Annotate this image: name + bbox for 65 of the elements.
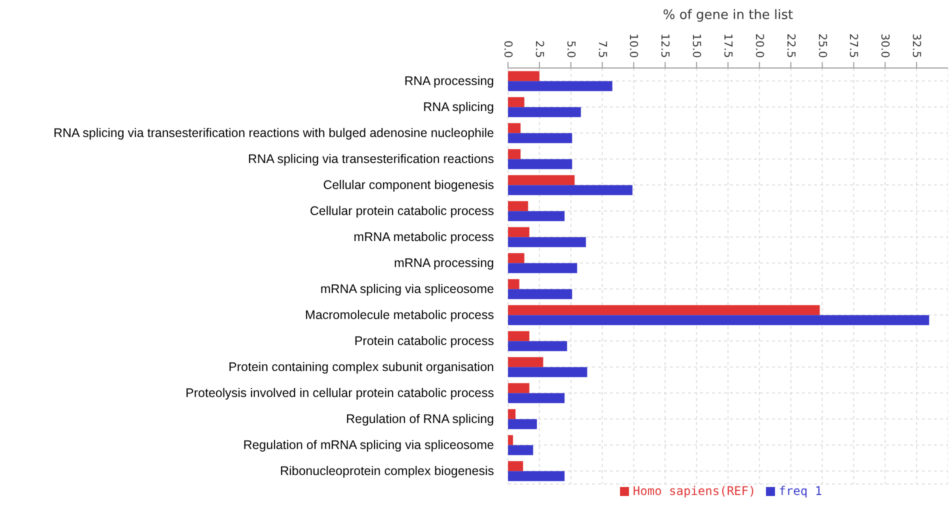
- bar: [508, 123, 521, 134]
- x-tick-label: 10.0: [627, 34, 640, 58]
- y-tick-label: mRNA processing: [394, 256, 494, 270]
- y-tick-label: mRNA metabolic process: [354, 230, 494, 244]
- y-tick-label: Macromolecule metabolic process: [305, 308, 494, 322]
- bar: [508, 263, 578, 274]
- x-tick-label: 5.0: [564, 40, 578, 58]
- bar: [508, 175, 575, 186]
- y-tick-label: Regulation of mRNA splicing via spliceosome: [243, 438, 494, 452]
- y-tick-label: RNA splicing via transesterification reactions with bulged adenosine nucleophile: [53, 126, 494, 140]
- bar: [508, 471, 565, 482]
- y-tick-label: Protein containing complex subunit organisation: [228, 360, 494, 374]
- x-tick-label: 0.0: [502, 40, 514, 58]
- y-tick-label: Cellular component biogenesis: [323, 178, 494, 192]
- y-tick-label: RNA splicing via transesterification reactions: [248, 152, 494, 166]
- bar: [508, 227, 530, 238]
- bar: [508, 107, 581, 118]
- y-tick-label: Proteolysis involved in cellular protein catabolic process: [186, 386, 494, 400]
- bar: [508, 393, 565, 404]
- bar: [508, 279, 520, 290]
- x-tick-label: 27.5: [847, 34, 860, 58]
- x-tick-label: 15.0: [690, 34, 704, 58]
- x-tick-label: 22.5: [784, 34, 798, 58]
- x-tick-label: 7.5: [596, 40, 609, 58]
- x-tick-label: 25.0: [816, 34, 829, 58]
- y-tick-label: Cellular protein catabolic process: [310, 204, 494, 218]
- bar: [508, 97, 524, 108]
- bar: [508, 331, 530, 342]
- y-tick-label: Regulation of RNA splicing: [346, 412, 494, 426]
- bar: [508, 305, 820, 316]
- y-tick-label: Ribonucleoprotein complex biogenesis: [280, 464, 494, 478]
- legend-label: freq 1: [778, 484, 822, 498]
- bar: [508, 383, 530, 394]
- bar: [508, 435, 514, 446]
- bar: [508, 357, 544, 368]
- bar: [508, 201, 528, 212]
- bar: [508, 409, 516, 420]
- bar: [508, 185, 632, 196]
- y-tick-label: RNA processing: [404, 74, 494, 88]
- bar: [508, 253, 524, 264]
- x-tick-label: 12.5: [658, 34, 672, 58]
- bar: [508, 315, 930, 326]
- bar: [508, 461, 524, 472]
- bar: [508, 159, 572, 170]
- legend-label: Homo sapiens(REF): [632, 484, 756, 498]
- bar: [508, 289, 572, 300]
- bar: [508, 419, 537, 430]
- x-tick-label: 32.5: [910, 34, 924, 58]
- bar: [508, 367, 588, 378]
- bar: [508, 149, 521, 160]
- bar: [508, 81, 612, 92]
- bar: [508, 341, 568, 352]
- bar: [508, 71, 540, 82]
- bar: [508, 237, 586, 248]
- bar: [508, 211, 565, 222]
- bar: [508, 445, 534, 456]
- x-axis-title: % of gene in the list: [662, 8, 794, 24]
- x-tick-label: 17.5: [722, 34, 734, 58]
- y-tick-label: Protein catabolic process: [354, 334, 494, 348]
- x-tick-label: 30.0: [878, 34, 892, 58]
- y-tick-label: RNA splicing: [423, 100, 494, 114]
- bar: [508, 133, 572, 144]
- x-tick-label: 2.5: [532, 40, 546, 58]
- x-tick-label: 20.0: [752, 34, 766, 58]
- y-tick-label: mRNA splicing via spliceosome: [320, 282, 494, 296]
